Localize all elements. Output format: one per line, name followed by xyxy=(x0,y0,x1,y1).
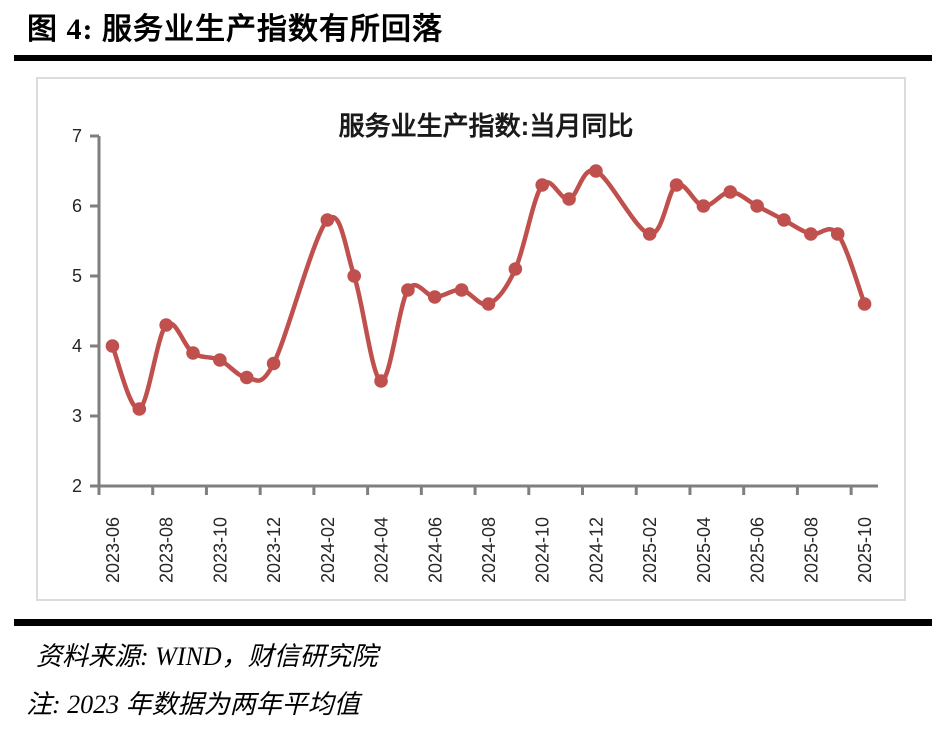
tick-label: 2024-02 xyxy=(318,517,338,583)
tick-label: 2025-06 xyxy=(748,517,768,583)
data-point-marker xyxy=(266,356,281,371)
data-point-marker xyxy=(347,269,361,283)
tick-label: 5 xyxy=(72,266,82,286)
tick-label: 2024-06 xyxy=(425,517,445,583)
data-point-marker xyxy=(750,199,764,213)
data-point-marker xyxy=(642,227,657,241)
data-point-marker xyxy=(105,339,120,353)
data-point-marker xyxy=(562,192,576,206)
tick-label: 2025-08 xyxy=(801,517,821,583)
data-point-marker xyxy=(589,164,603,178)
tick-label: 2024-12 xyxy=(586,517,606,583)
data-point-marker xyxy=(374,374,388,388)
data-point-marker xyxy=(427,290,442,304)
chart-axis-labels: 2 3 4 5 6 7 2023-06 2023-08 2023-10 2023-12 2024-0… xyxy=(72,126,875,583)
tick-label: 2 xyxy=(72,476,82,496)
data-note: 注: 2023 年数据为两年平均值 xyxy=(26,690,360,719)
tick-label: 2025-04 xyxy=(694,517,714,583)
chart-axes xyxy=(90,134,878,495)
series-line xyxy=(110,168,867,412)
data-point-marker xyxy=(213,353,227,367)
tick-label: 2023-10 xyxy=(210,517,230,583)
data-point-marker xyxy=(132,402,147,416)
tick-label: 2024-04 xyxy=(372,517,392,583)
data-point-marker xyxy=(186,346,200,360)
data-point-marker xyxy=(723,185,738,199)
data-point-marker xyxy=(669,178,684,192)
tick-label: 3 xyxy=(72,406,82,426)
data-point-marker xyxy=(454,283,469,297)
tick-label: 6 xyxy=(72,196,82,216)
figure-title: 图 4: 服务业生产指数有所回落 xyxy=(27,13,443,46)
source-note: 资料来源: WIND，财信研究院 xyxy=(36,642,378,671)
data-point-marker xyxy=(777,213,791,227)
data-point-marker xyxy=(830,227,845,241)
data-point-marker xyxy=(401,283,415,297)
chart-title: 服务业生产指数:当月同比 xyxy=(339,111,634,141)
tick-label: 7 xyxy=(72,126,82,146)
data-point-marker xyxy=(857,297,872,311)
tick-label: 2023-08 xyxy=(157,517,177,583)
tick-label: 2023-12 xyxy=(264,517,284,583)
data-point-marker xyxy=(239,370,254,385)
tick-label: 2025-02 xyxy=(640,517,660,583)
tick-label: 2024-08 xyxy=(479,517,499,583)
footer-divider xyxy=(14,619,932,626)
tick-label: 2024-10 xyxy=(533,517,553,583)
chart-series-markers xyxy=(105,164,872,416)
title-divider xyxy=(14,55,932,61)
tick-label: 4 xyxy=(72,336,82,356)
data-point-marker xyxy=(696,199,711,213)
line-chart: 服务业生产指数:当月同比 2 3 4 5 6 7 2023-06 2023-08 2023-10… xyxy=(72,111,878,583)
data-point-marker xyxy=(320,213,335,227)
chart-series-line xyxy=(110,168,867,412)
data-point-marker xyxy=(159,318,173,332)
chart-container: 服务业生产指数:当月同比 2 3 4 5 6 7 2023-06 2023-08 2023-10… xyxy=(36,77,906,601)
tick-label: 2023-06 xyxy=(103,517,123,583)
data-point-marker xyxy=(804,227,818,241)
data-point-marker xyxy=(481,297,496,311)
tick-label: 2025-10 xyxy=(855,517,875,583)
data-point-marker xyxy=(535,178,550,192)
data-point-marker xyxy=(508,262,523,276)
